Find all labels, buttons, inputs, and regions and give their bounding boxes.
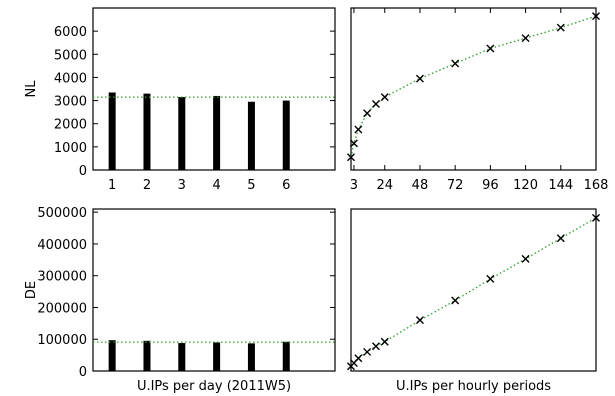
de-hourly-point	[592, 213, 600, 222]
de-hourly-marker-stroke	[354, 354, 363, 363]
de-hourly-marker-stroke	[556, 234, 565, 243]
de-hourly-point	[486, 274, 495, 283]
nl-daily-ytick-label: 6000	[54, 25, 87, 40]
nl-hourly-point	[380, 93, 389, 102]
nl-hourly-point	[354, 125, 363, 134]
nl-hourly-marker-stroke	[380, 93, 389, 102]
nl-daily-xtick-label: 5	[247, 178, 255, 193]
nl-hourly-point	[347, 153, 355, 162]
nl-daily-ytick-label: 3000	[54, 95, 87, 110]
nl-hourly-marker-stroke	[486, 44, 495, 53]
de-hourly-point	[556, 234, 565, 243]
nl-daily-row-label: NL	[24, 80, 39, 98]
de-hourly-marker-stroke	[486, 274, 495, 283]
nl-hourly-marker-stroke	[415, 74, 424, 83]
de-daily-ytick-label: 200000	[37, 301, 87, 316]
nl-hourly-xtick-label: 168	[584, 178, 609, 193]
nl-daily-bar	[247, 101, 255, 170]
nl-hourly-marker-stroke	[363, 109, 372, 118]
de-daily-row-label: DE	[24, 281, 39, 299]
nl-daily-xtick-label: 1	[108, 178, 116, 193]
nl-hourly-xtick-label: 48	[412, 178, 429, 193]
nl-daily-bar	[178, 97, 186, 170]
de-hourly-marker-stroke	[363, 347, 372, 356]
nl-daily-bar	[108, 92, 116, 170]
nl-daily-ytick-label: 0	[79, 164, 87, 179]
de-hourly-point	[451, 296, 460, 305]
nl-hourly-xtick-label: 96	[482, 178, 499, 193]
de-daily-bar	[143, 340, 151, 371]
nl-daily-ytick-label: 1000	[54, 141, 87, 156]
de-daily-ytick-label: 400000	[37, 238, 87, 253]
nl-hourly-marker-stroke	[349, 139, 358, 148]
de-daily-bar	[282, 341, 290, 371]
de-hourly-xlabel: U.IPs per hourly periods	[396, 379, 551, 394]
nl-hourly-marker-stroke	[347, 153, 355, 162]
de-hourly-point	[363, 347, 372, 356]
nl-hourly-marker-stroke	[521, 34, 530, 43]
de-hourly-marker-stroke	[592, 213, 600, 222]
nl-hourly-marker-stroke	[451, 59, 460, 68]
nl-hourly-marker-stroke	[592, 12, 600, 21]
nl-hourly-xtick-label: 120	[513, 178, 538, 193]
nl-hourly-xtick-label: 24	[376, 178, 393, 193]
de-daily-bar	[213, 342, 221, 371]
nl-hourly-point	[349, 139, 358, 148]
de-daily-xlabel: U.IPs per day (2011W5)	[137, 379, 291, 394]
de-hourly-marker-stroke	[521, 254, 530, 263]
de-daily-ytick-label: 300000	[37, 270, 87, 285]
de-hourly-marker-stroke	[415, 316, 424, 325]
nl-hourly-point	[451, 59, 460, 68]
de-daily-ytick-label: 500000	[37, 206, 87, 221]
nl-daily-xtick-label: 2	[143, 178, 151, 193]
nl-hourly-point	[371, 100, 380, 109]
de-daily-ytick-label: 100000	[37, 333, 87, 348]
nl-daily-bar	[282, 100, 290, 170]
nl-daily-bar	[143, 93, 151, 170]
nl-hourly-xtick-label: 144	[548, 178, 573, 193]
de-hourly-point	[380, 337, 389, 346]
de-hourly-marker-stroke	[380, 337, 389, 346]
de-hourly-point	[354, 354, 363, 363]
nl-hourly-point	[592, 12, 600, 21]
de-daily-bar	[108, 340, 116, 371]
nl-daily-xtick-label: 3	[178, 178, 186, 193]
nl-hourly-xtick-label: 3	[350, 178, 358, 193]
nl-hourly-xtick-label: 72	[447, 178, 464, 193]
de-hourly-frame	[350, 208, 597, 372]
nl-hourly-point	[556, 23, 565, 32]
nl-daily-bar	[213, 95, 221, 170]
nl-daily-ytick-label: 4000	[54, 71, 87, 86]
nl-hourly-marker-stroke	[354, 125, 363, 134]
de-hourly-point	[371, 342, 380, 351]
nl-daily-xtick-label: 6	[282, 178, 290, 193]
de-hourly-marker-stroke	[451, 296, 460, 305]
nl-daily-xtick-label: 4	[212, 178, 220, 193]
nl-hourly-point	[521, 34, 530, 43]
nl-daily-ytick-label: 5000	[54, 48, 87, 63]
de-hourly-point	[415, 316, 424, 325]
nl-hourly-point	[415, 74, 424, 83]
de-daily-bar	[178, 343, 186, 371]
nl-hourly-point	[486, 44, 495, 53]
nl-hourly-marker-stroke	[556, 23, 565, 32]
nl-hourly-marker-stroke	[371, 100, 380, 109]
de-hourly-marker-stroke	[371, 342, 380, 351]
nl-hourly-fit-line	[350, 15, 597, 158]
de-daily-ytick-label: 0	[79, 365, 87, 380]
nl-hourly-point	[363, 109, 372, 118]
de-hourly-point	[521, 254, 530, 263]
de-hourly-fit-line	[350, 217, 597, 367]
de-daily-bar	[247, 343, 255, 371]
nl-daily-ytick-label: 2000	[54, 118, 87, 133]
nl-hourly-frame	[350, 7, 597, 171]
